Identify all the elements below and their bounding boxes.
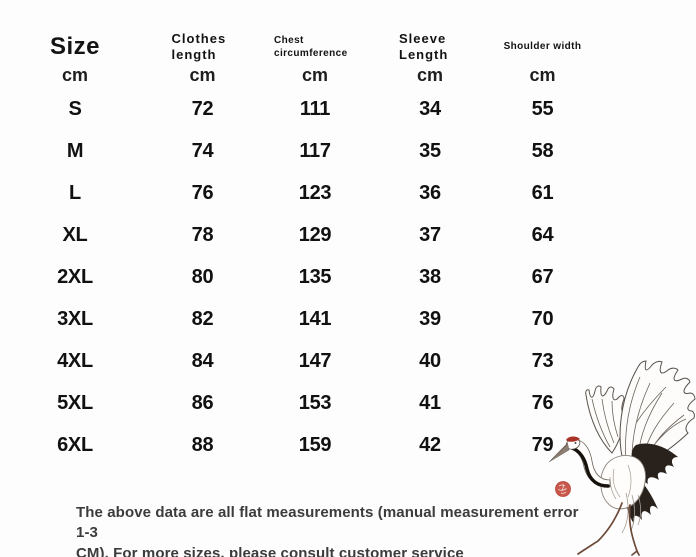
shoulder-width-value: 79 — [531, 433, 554, 456]
header-sleeve-length-label: Sleeve Length — [399, 31, 449, 62]
header-sleeve-length: Sleeve Length cm — [375, 30, 485, 86]
header-clothes-length: Clothes length cm — [150, 30, 255, 86]
table-row: M 74 117 35 58 — [0, 130, 600, 172]
size-label: 6XL — [57, 433, 93, 456]
sleeve-length-value: 35 — [419, 139, 441, 162]
sleeve-length-value: 38 — [419, 265, 441, 288]
size-label: 4XL — [57, 349, 93, 372]
sleeve-length-value: 36 — [419, 181, 441, 204]
shoulder-width-value: 58 — [531, 139, 554, 162]
chest-circumference-value: 159 — [298, 433, 332, 456]
chest-circumference-value: 129 — [298, 223, 332, 246]
header-chest-circumference: Chest circumference cm — [255, 30, 375, 86]
clothes-length-value: 88 — [191, 433, 214, 456]
header-size-unit: cm — [61, 65, 88, 85]
size-label: M — [66, 139, 84, 162]
size-label: 5XL — [57, 391, 93, 414]
crane-legs-icon — [577, 502, 640, 556]
chest-circumference-value: 147 — [298, 349, 332, 372]
crane-head-icon — [548, 436, 581, 463]
crane-neck-icon — [570, 439, 611, 488]
sleeve-length-value: 39 — [419, 307, 441, 330]
crane-main-wing-icon — [619, 360, 696, 467]
shoulder-width-value: 70 — [531, 307, 554, 330]
measurement-note: The above data are all flat measurements… — [76, 503, 596, 557]
table-rows: S 72 111 34 55 M 74 117 35 58 L 76 123 36 61 XL 78 129 37 6… — [0, 88, 600, 466]
table-row: 2XL 80 135 38 67 — [0, 256, 600, 298]
clothes-length-value: 86 — [191, 391, 214, 414]
header-clothes-length-label: Clothes length — [171, 31, 227, 62]
table-row: 6XL 88 159 42 79 — [0, 424, 600, 466]
table-row: S 72 111 34 55 — [0, 88, 600, 130]
clothes-length-value: 80 — [191, 265, 214, 288]
clothes-length-value: 78 — [191, 223, 214, 246]
shoulder-width-value: 67 — [531, 265, 554, 288]
header-size-label: Size — [49, 33, 101, 60]
red-seal-icon — [555, 481, 571, 497]
shoulder-width-value: 61 — [531, 181, 554, 204]
chest-circumference-value: 123 — [298, 181, 332, 204]
chest-circumference-value: 117 — [299, 139, 331, 162]
crane-left-wing-icon — [585, 385, 627, 454]
chest-circumference-value: 153 — [298, 391, 332, 414]
sleeve-length-value: 37 — [419, 223, 441, 246]
chest-circumference-value: 135 — [298, 265, 332, 288]
header-chest-circumference-label: Chest circumference — [274, 34, 348, 60]
shoulder-width-value: 55 — [531, 97, 554, 120]
table-row: XL 78 129 37 64 — [0, 214, 600, 256]
table-row: L 76 123 36 61 — [0, 172, 600, 214]
shoulder-width-value: 76 — [531, 391, 554, 414]
header-shoulder-width-unit: cm — [529, 65, 556, 85]
sleeve-length-value: 42 — [419, 433, 441, 456]
clothes-length-value: 72 — [191, 97, 214, 120]
table-row: 4XL 84 147 40 73 — [0, 340, 600, 382]
crane-illustration — [540, 353, 696, 557]
chest-circumference-value: 111 — [299, 97, 331, 120]
crane-tail-plumes-icon — [621, 492, 642, 534]
table-row: 5XL 86 153 41 76 — [0, 382, 600, 424]
header-clothes-length-unit: cm — [189, 65, 216, 85]
clothes-length-value: 76 — [191, 181, 214, 204]
size-label: 3XL — [57, 307, 93, 330]
chest-circumference-value: 141 — [298, 307, 332, 330]
table-row: 3XL 82 141 39 70 — [0, 298, 600, 340]
table-header: Size cm Clothes length cm Chest circumfe… — [0, 30, 600, 86]
size-table: Size cm Clothes length cm Chest circumfe… — [0, 30, 600, 466]
header-shoulder-width-label: Shoulder width — [503, 41, 582, 53]
size-label: XL — [62, 223, 88, 246]
size-label: S — [68, 97, 82, 120]
measurement-note-line1: The above data are all flat measurements… — [76, 504, 579, 542]
shoulder-width-value: 64 — [531, 223, 554, 246]
sleeve-length-value: 40 — [419, 349, 441, 372]
size-label: 2XL — [57, 265, 93, 288]
header-chest-circumference-unit: cm — [301, 65, 328, 85]
header-size: Size cm — [0, 30, 150, 86]
shoulder-width-value: 73 — [531, 349, 554, 372]
clothes-length-value: 84 — [191, 349, 214, 372]
clothes-length-value: 74 — [191, 139, 214, 162]
header-shoulder-width: Shoulder width cm — [485, 30, 600, 86]
clothes-length-value: 82 — [191, 307, 214, 330]
sleeve-length-value: 41 — [419, 391, 441, 414]
sleeve-length-value: 34 — [419, 97, 441, 120]
measurement-note-line2: CM). For more sizes, please consult cust… — [76, 544, 464, 557]
size-label: L — [69, 181, 81, 204]
header-sleeve-length-unit: cm — [416, 65, 443, 85]
